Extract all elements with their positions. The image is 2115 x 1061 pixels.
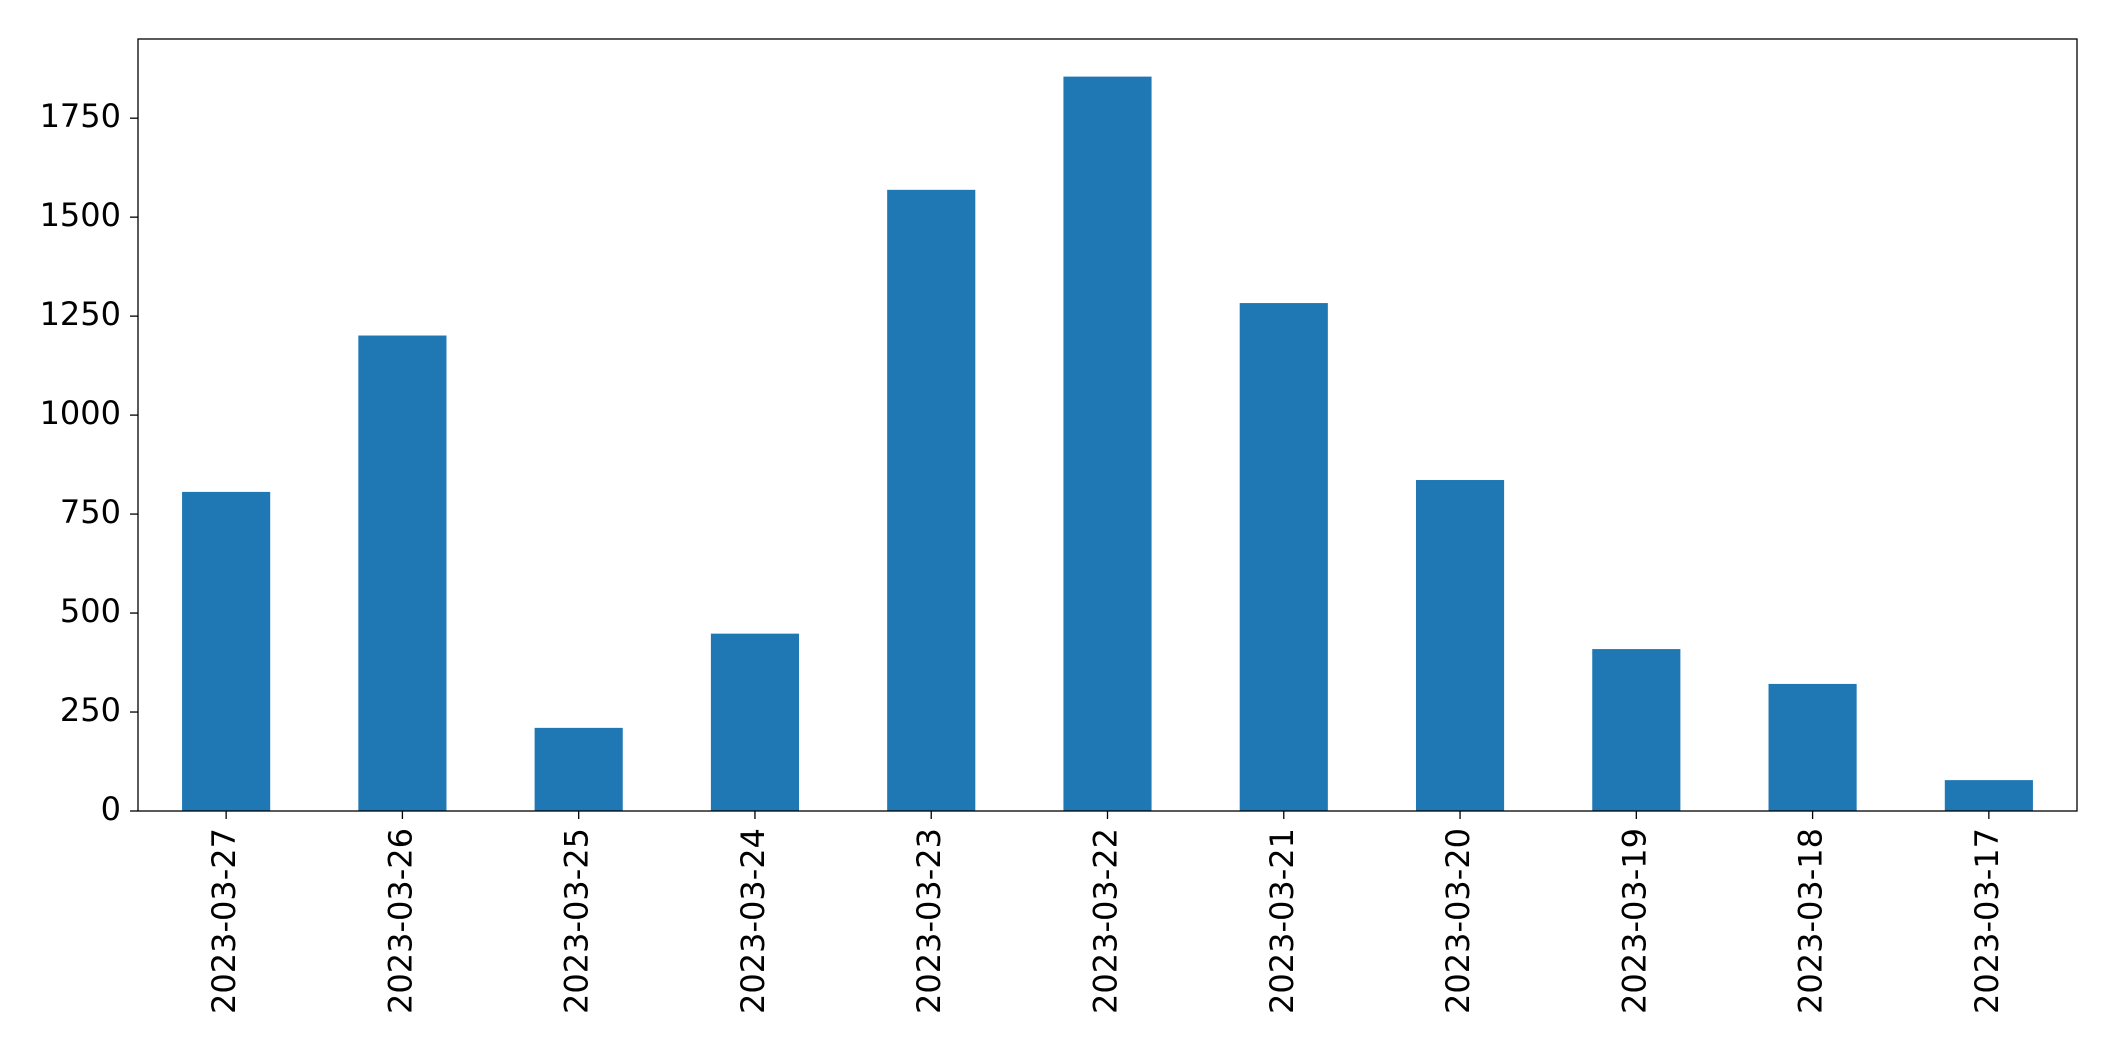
x-tick-label: 2023-03-22 xyxy=(1087,828,1125,1014)
bar xyxy=(1944,780,2033,811)
y-tick-label: 1750 xyxy=(40,97,121,135)
y-tick-label: 1250 xyxy=(40,295,121,333)
x-tick-label: 2023-03-20 xyxy=(1439,828,1477,1014)
bar xyxy=(1592,649,1681,811)
y-tick-label: 500 xyxy=(60,592,121,630)
bar xyxy=(534,727,623,811)
bar xyxy=(710,633,800,811)
x-tick-label: 2023-03-18 xyxy=(1792,828,1830,1014)
y-tick-label: 250 xyxy=(60,691,121,729)
x-tick-label: 2023-03-25 xyxy=(558,828,596,1014)
y-tick-label: 750 xyxy=(60,493,121,531)
bar xyxy=(1239,303,1328,811)
bar xyxy=(182,491,271,811)
y-tick-label: 1000 xyxy=(40,394,121,432)
bar xyxy=(887,189,976,812)
x-tick-label: 2023-03-24 xyxy=(734,828,772,1014)
x-tick-label: 2023-03-21 xyxy=(1263,828,1301,1014)
x-tick-label: 2023-03-19 xyxy=(1615,828,1653,1014)
x-tick-label: 2023-03-23 xyxy=(910,828,948,1014)
x-tick-label: 2023-03-26 xyxy=(381,828,419,1014)
y-tick-label: 0 xyxy=(101,790,121,828)
bar xyxy=(1063,76,1152,812)
bar xyxy=(1415,480,1505,811)
x-tick-label: 2023-03-17 xyxy=(1968,828,2006,1014)
y-tick-label: 1500 xyxy=(40,196,121,234)
x-tick-label: 2023-03-27 xyxy=(205,828,243,1014)
bar xyxy=(1768,683,1857,811)
bar xyxy=(358,335,447,811)
plot-frame xyxy=(137,38,2078,812)
